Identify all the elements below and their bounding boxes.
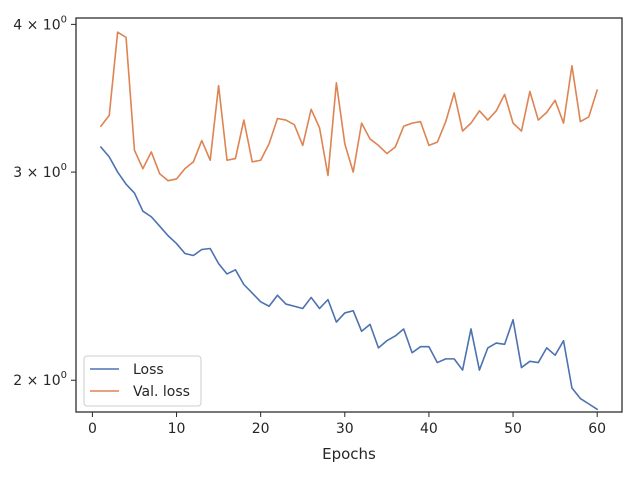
legend: Loss Val. loss [83, 355, 202, 407]
legend-label-val-loss: Val. loss [133, 384, 190, 400]
x-tick-label: 10 [168, 421, 186, 437]
x-tick-label: 60 [588, 421, 606, 437]
series-layer [100, 31, 598, 411]
x-axis-label: Epochs [322, 445, 376, 463]
x-tick-label: 30 [336, 421, 354, 437]
x-tick-label: 0 [88, 421, 97, 437]
x-axis-ticks: 0 10 20 30 40 50 60 [88, 412, 606, 437]
series-line-val-loss [100, 31, 598, 182]
x-tick-label: 20 [252, 421, 270, 437]
y-tick-label: 2 × 100 [13, 370, 67, 389]
y-tick-label: 4 × 100 [13, 14, 67, 33]
x-tick-label: 40 [420, 421, 438, 437]
y-axis-ticks: 2 × 100 3 × 100 4 × 100 [13, 14, 76, 389]
plot-area [75, 17, 623, 413]
legend-items: Loss Val. loss [90, 362, 190, 400]
axes-frame [75, 17, 623, 413]
x-tick-label: 50 [504, 421, 522, 437]
y-tick-label: 3 × 100 [13, 162, 67, 181]
series-line-loss [100, 146, 598, 411]
legend-label-loss: Loss [133, 362, 164, 378]
